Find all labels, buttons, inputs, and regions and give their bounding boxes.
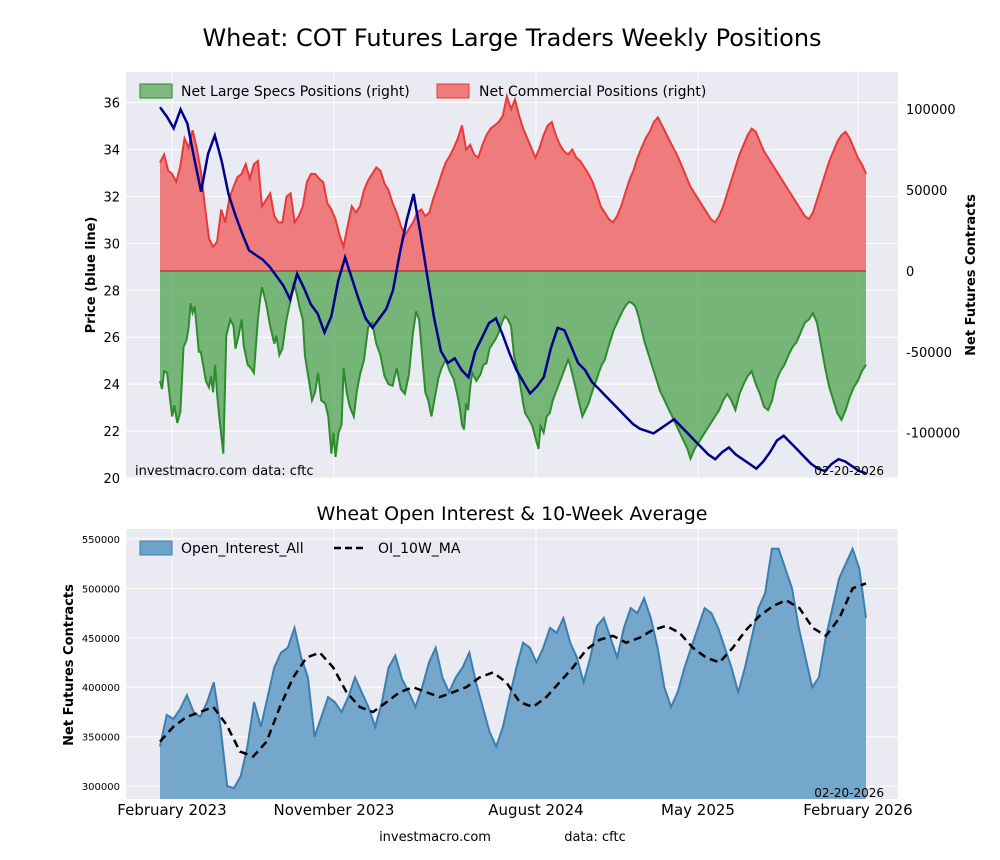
left-tick-32: 32 <box>103 190 120 205</box>
positions-date-label: 02-20-2026 <box>814 464 884 478</box>
right-tick-100000: 100000 <box>906 103 956 118</box>
left-axis-label: Price (blue line) <box>84 217 99 334</box>
oi-tick-550000: 550000 <box>82 535 120 546</box>
legend-swatch-open-interest <box>139 540 173 556</box>
oi-tick-300000: 300000 <box>82 782 120 793</box>
commercial-line <box>159 92 867 251</box>
oi-tick-450000: 450000 <box>82 634 120 645</box>
right-tick-50000: 50000 <box>906 184 947 199</box>
x-tick-2: August 2024 <box>488 801 583 819</box>
oi-tick-400000: 400000 <box>82 683 120 694</box>
open-interest-line <box>159 546 867 790</box>
left-tick-26: 26 <box>103 331 120 346</box>
commercial-area <box>160 96 866 271</box>
specs-line <box>159 282 867 462</box>
left-tick-28: 28 <box>103 284 120 299</box>
footer-source: data: cftc <box>564 830 626 845</box>
price-line <box>158 106 867 475</box>
right-tick-0: 0 <box>906 265 914 280</box>
right-tick--50000: -50000 <box>906 346 952 361</box>
ma-line <box>159 582 867 758</box>
specs-area <box>160 271 866 459</box>
footer-site: investmacro.com <box>379 830 491 845</box>
right-tick--100000: -100000 <box>906 427 960 442</box>
legend-label-open-interest: Open_Interest_All <box>181 541 304 557</box>
left-tick-22: 22 <box>103 425 120 440</box>
x-tick-1: November 2023 <box>274 801 395 819</box>
figure-title: Wheat: COT Futures Large Traders Weekly … <box>202 24 821 52</box>
positions-watermark-site: investmacro.com <box>135 464 247 479</box>
legend-label-ma: OI_10W_MA <box>378 541 461 557</box>
right-axis-ticks: -100000 -50000 0 50000 100000 <box>906 103 960 442</box>
left-tick-24: 24 <box>103 378 120 393</box>
open-interest-title: Wheat Open Interest & 10-Week Average <box>317 503 708 525</box>
left-tick-30: 30 <box>103 237 120 252</box>
legend-label-commercial: Net Commercial Positions (right) <box>479 84 706 100</box>
legend-label-specs: Net Large Specs Positions (right) <box>181 84 410 100</box>
open-interest-area <box>160 548 866 799</box>
right-axis-label: Net Futures Contracts <box>964 194 979 356</box>
oi-legend: Open_Interest_All OI_10W_MA <box>139 540 461 557</box>
positions-watermark-source: data: cftc <box>252 464 314 479</box>
x-tick-0: February 2023 <box>117 801 226 819</box>
left-tick-36: 36 <box>103 97 120 112</box>
oi-axis-ticks: 300000 350000 400000 450000 500000 550000 <box>82 535 120 793</box>
x-tick-4: February 2026 <box>803 801 912 819</box>
oi-axis-label: Net Futures Contracts <box>62 584 77 746</box>
positions-legend: Net Large Specs Positions (right) Net Co… <box>139 83 706 100</box>
legend-swatch-specs <box>139 83 173 99</box>
oi-tick-500000: 500000 <box>82 584 120 595</box>
x-axis-ticks: February 2023 November 2023 August 2024 May… <box>117 801 912 819</box>
oi-tick-350000: 350000 <box>82 733 120 744</box>
legend-swatch-commercial <box>436 83 470 99</box>
left-tick-34: 34 <box>103 143 120 158</box>
left-tick-20: 20 <box>103 472 120 487</box>
oi-areas <box>159 546 867 799</box>
x-tick-3: May 2025 <box>661 801 735 819</box>
positions-areas <box>159 92 867 462</box>
left-axis-ticks: 20 22 24 26 28 30 32 34 36 <box>103 97 120 487</box>
price-line-group <box>158 106 867 475</box>
oi-date-label: 02-20-2026 <box>814 786 884 800</box>
